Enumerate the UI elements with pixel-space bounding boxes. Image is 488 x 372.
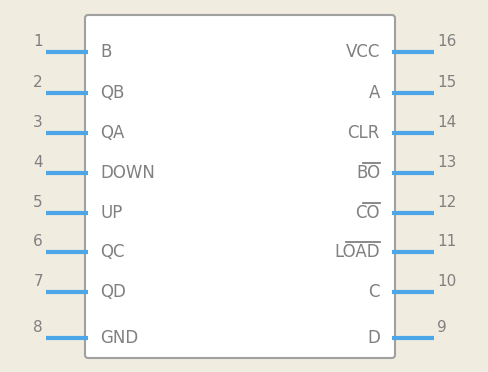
Text: D: D xyxy=(367,329,380,347)
Text: QA: QA xyxy=(100,124,124,142)
Text: 10: 10 xyxy=(437,274,456,289)
Text: B: B xyxy=(100,43,111,61)
Text: 15: 15 xyxy=(437,75,456,90)
Text: 9: 9 xyxy=(437,320,447,335)
Text: A: A xyxy=(368,84,380,102)
Text: CO: CO xyxy=(355,204,380,222)
Text: 2: 2 xyxy=(33,75,43,90)
Text: LOAD: LOAD xyxy=(334,243,380,261)
Text: C: C xyxy=(368,283,380,301)
Text: 12: 12 xyxy=(437,195,456,210)
Text: 1: 1 xyxy=(33,34,43,49)
Text: 6: 6 xyxy=(33,234,43,249)
FancyBboxPatch shape xyxy=(85,15,395,358)
Text: CLR: CLR xyxy=(347,124,380,142)
Text: GND: GND xyxy=(100,329,138,347)
Text: QD: QD xyxy=(100,283,126,301)
Text: 4: 4 xyxy=(33,155,43,170)
Text: 16: 16 xyxy=(437,34,456,49)
Text: 13: 13 xyxy=(437,155,456,170)
Text: VCC: VCC xyxy=(346,43,380,61)
Text: DOWN: DOWN xyxy=(100,164,155,182)
Text: 14: 14 xyxy=(437,115,456,130)
Text: QB: QB xyxy=(100,84,124,102)
Text: 11: 11 xyxy=(437,234,456,249)
Text: UP: UP xyxy=(100,204,122,222)
Text: 5: 5 xyxy=(33,195,43,210)
Text: QC: QC xyxy=(100,243,124,261)
Text: 3: 3 xyxy=(33,115,43,130)
Text: 7: 7 xyxy=(33,274,43,289)
Text: BO: BO xyxy=(356,164,380,182)
Text: 8: 8 xyxy=(33,320,43,335)
